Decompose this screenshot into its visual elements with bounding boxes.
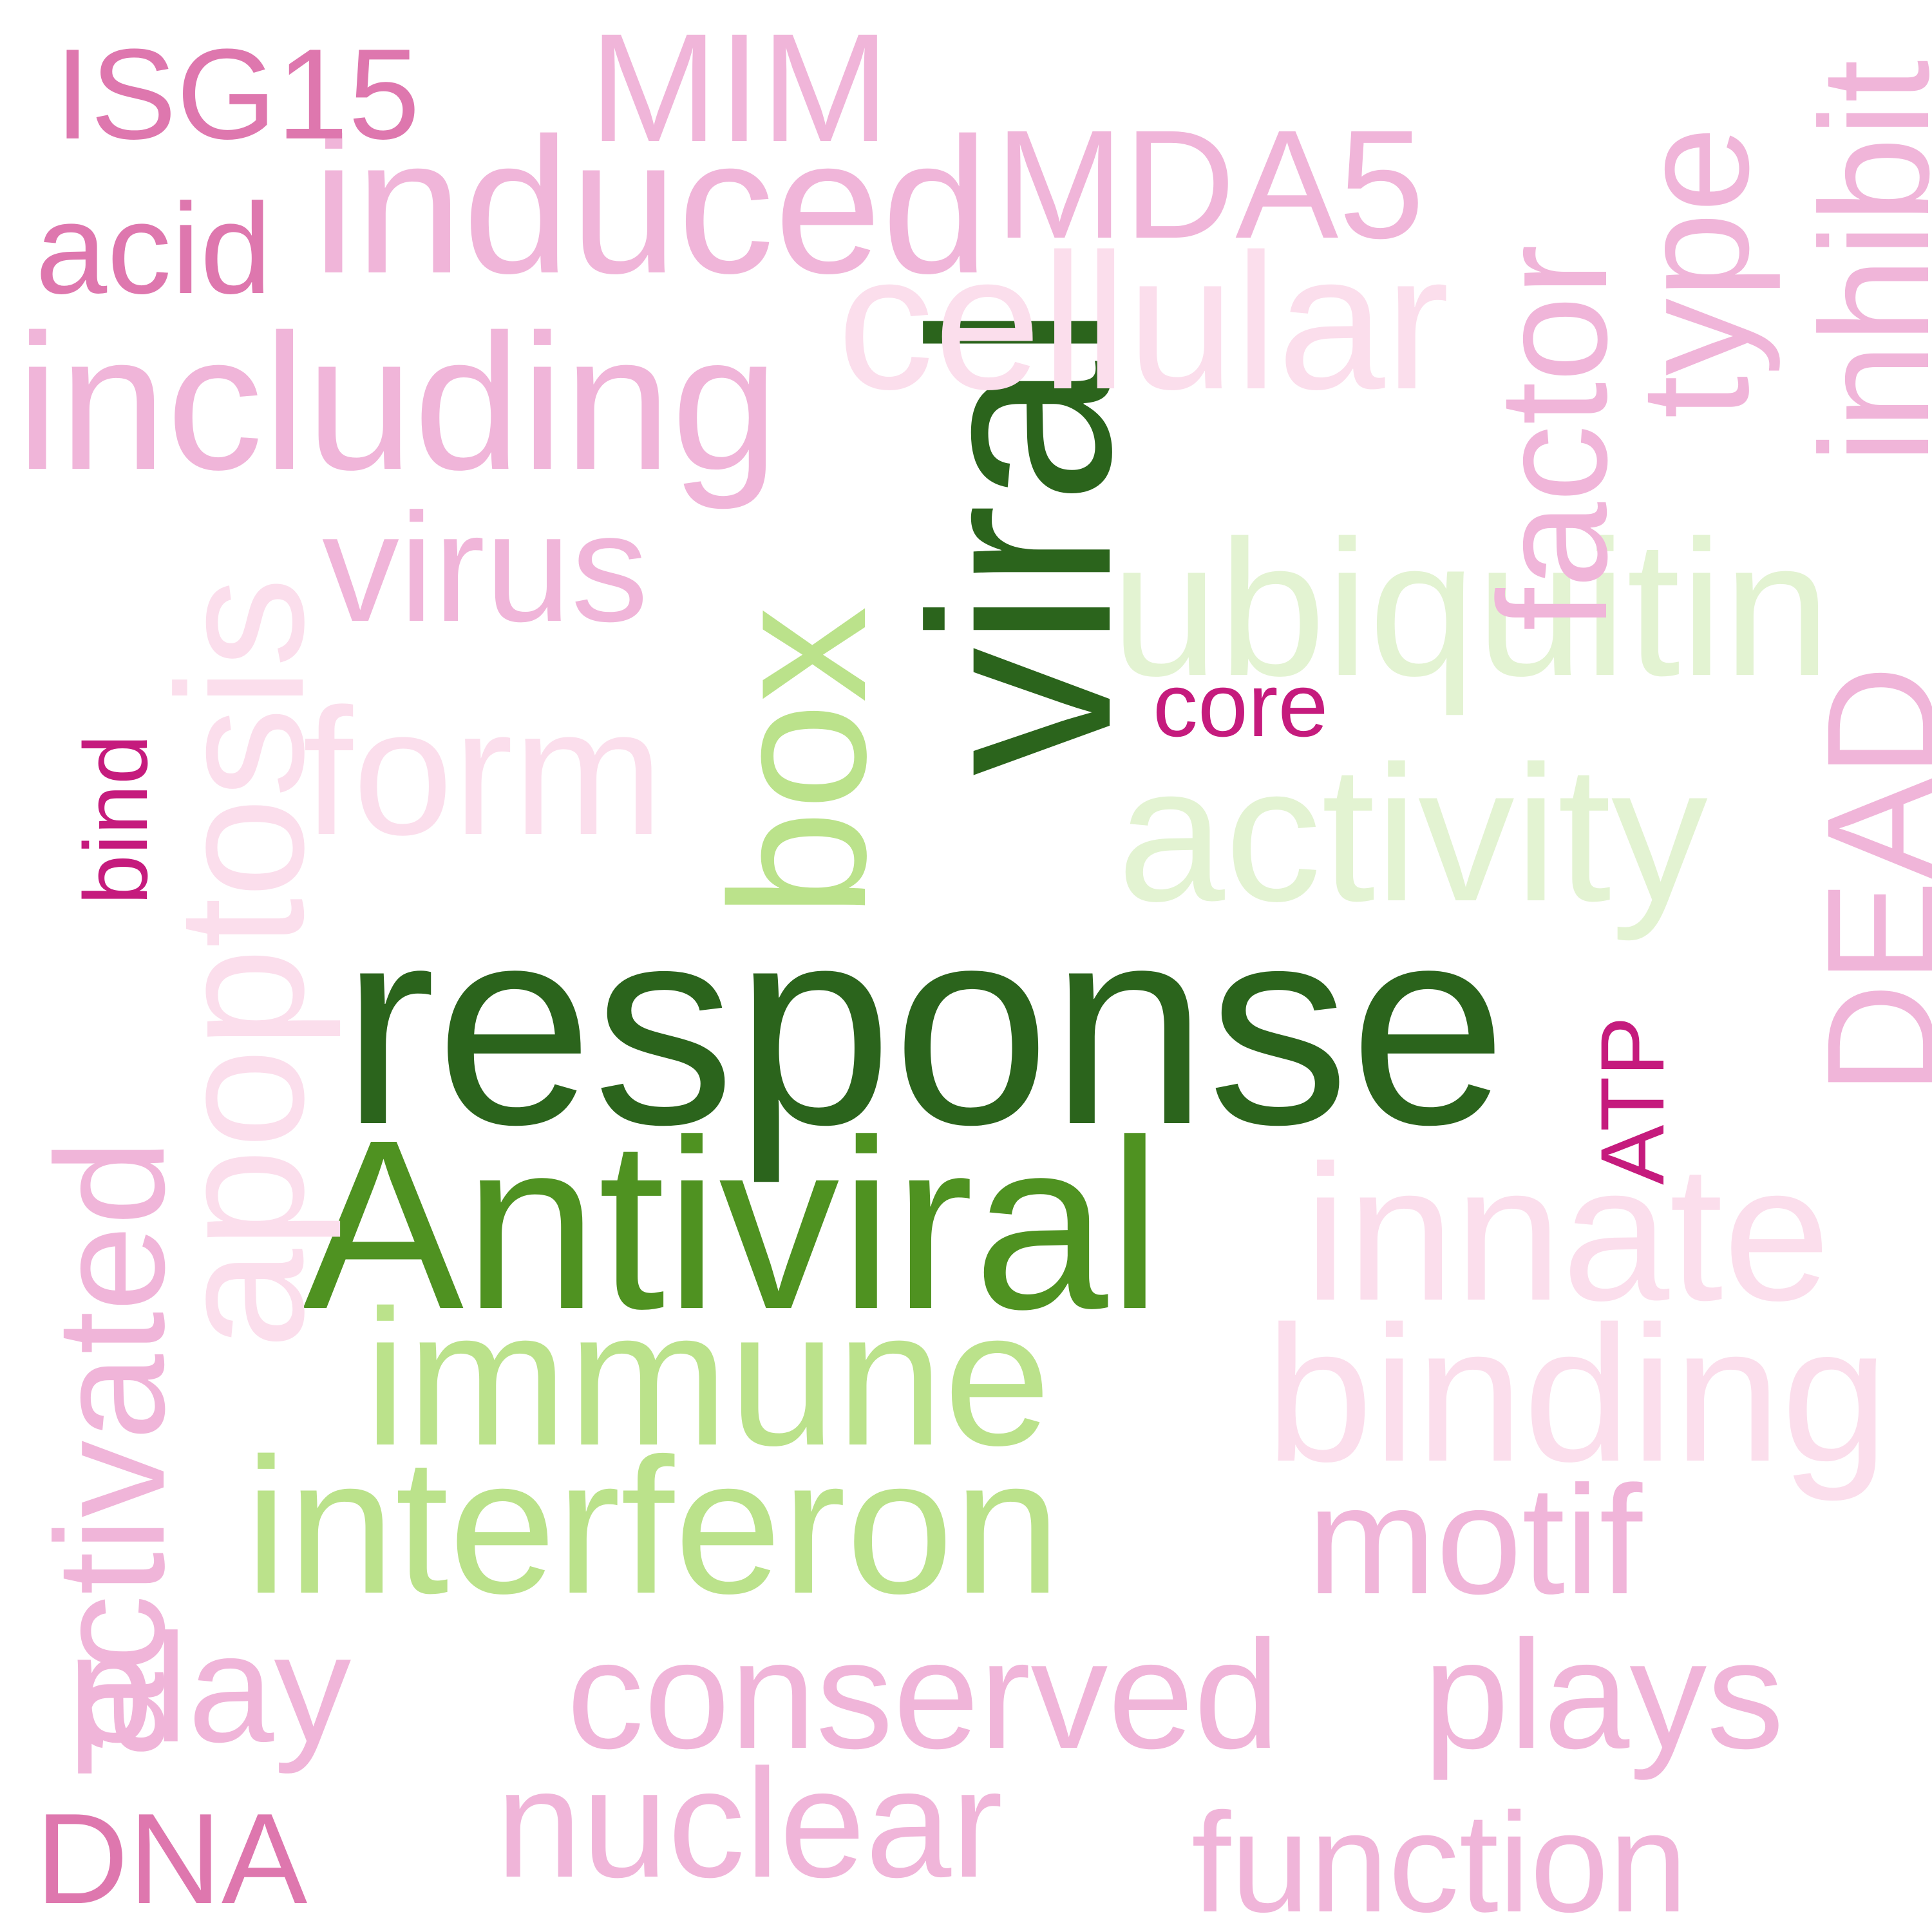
word-innate: innate [1304, 1124, 1831, 1341]
word-nuclear: nuclear [496, 1737, 1003, 1909]
word-core: core [1153, 654, 1329, 755]
word-cellular: cellular [837, 213, 1450, 430]
word-acid: acid [35, 177, 272, 321]
word-dna: DNA [35, 1787, 308, 1931]
word-bind: bind [65, 734, 166, 905]
word-conserved: conserved [567, 1608, 1280, 1781]
word-virus: virus [322, 481, 649, 654]
word-induced: induced [312, 97, 989, 314]
word-antiviral: Antiviral [303, 1090, 1162, 1359]
word-isg15: ISG15 [55, 23, 420, 166]
word-form: form [303, 672, 663, 873]
word-box: box [690, 606, 906, 918]
word-dead: DEAD [1795, 665, 1932, 1095]
word-including: including [16, 294, 779, 510]
word-mim: MIM [589, 1, 890, 174]
word-factor: factor [1466, 244, 1639, 631]
word-binding: binding [1265, 1285, 1889, 1502]
word-play: play [68, 1602, 352, 1774]
word-mda5: MDA5 [995, 98, 1425, 270]
word-type: type [1608, 126, 1781, 419]
word-activity: activity [1117, 725, 1708, 942]
word-function: function [1191, 1783, 1688, 1932]
word-plays: plays [1423, 1608, 1785, 1781]
word-immune: immune [364, 1269, 1051, 1486]
word-inhibit: inhibit [1788, 59, 1932, 464]
word-motif: motif [1307, 1454, 1643, 1626]
word-ubiquitin: ubiquitin [1111, 500, 1831, 716]
word-atp: ATP [1582, 1016, 1683, 1185]
word-interferon: interferon [245, 1417, 1061, 1634]
word-response: response [341, 867, 1508, 1184]
